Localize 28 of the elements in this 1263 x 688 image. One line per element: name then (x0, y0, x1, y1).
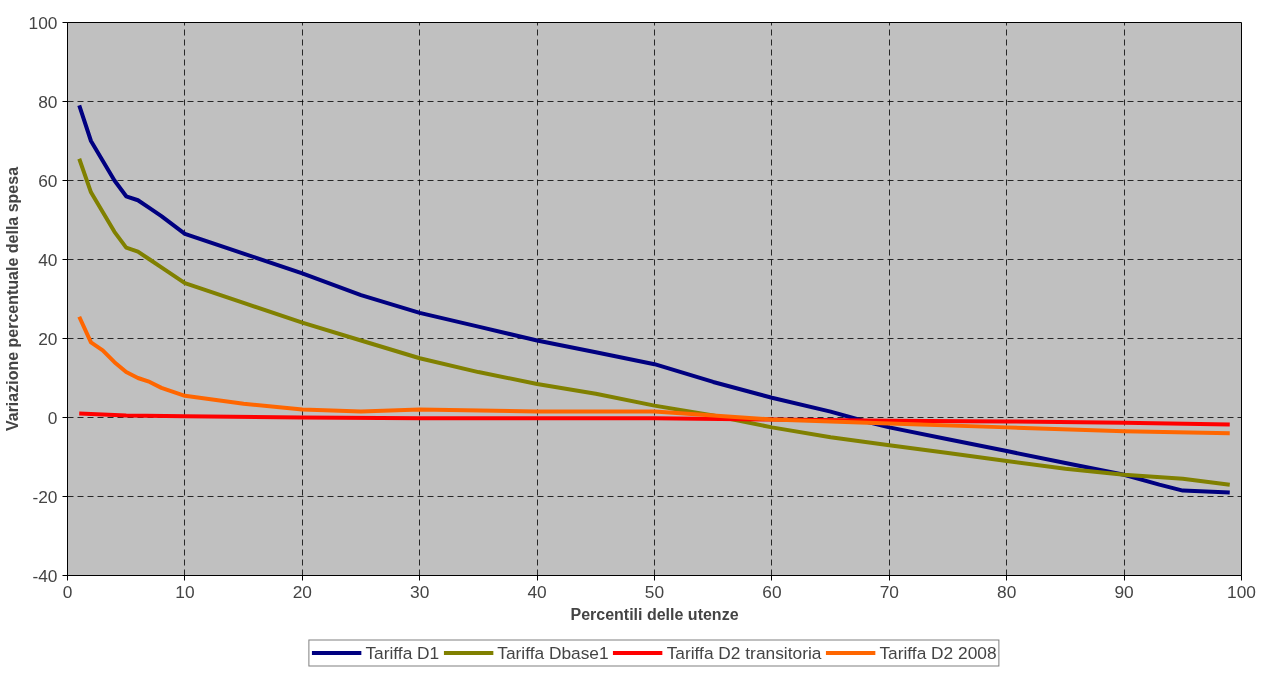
line-series (77, 314, 1232, 436)
x-axis-title: Percentili delle utenze (570, 605, 739, 623)
y-tick-label: 100 (28, 12, 58, 33)
legend-label: Tariffa D2 transitoria (666, 642, 822, 663)
y-tick-label: -40 (32, 565, 58, 586)
y-tick-label: 20 (38, 328, 58, 349)
x-tick-label: 80 (997, 581, 1017, 602)
x-tick-label: 90 (1114, 581, 1134, 602)
x-tick-label: 100 (1227, 581, 1256, 602)
y-tick-label: 40 (38, 249, 58, 270)
y-tick-label: 80 (38, 91, 58, 112)
x-tick-label: 40 (527, 581, 547, 602)
line-series (77, 103, 1232, 495)
line-series (77, 156, 1232, 487)
x-tick-label: 60 (762, 581, 782, 602)
y-axis-title: Variazione percentuale della spesa (3, 166, 21, 432)
x-tick-label: 50 (644, 581, 665, 602)
legend-label: Tariffa Dbase1 (497, 642, 609, 663)
legend-label: Tariffa D1 (365, 642, 440, 663)
x-tick-label: 20 (292, 581, 312, 602)
y-tick-label: 0 (47, 407, 58, 428)
x-tick-label: 0 (62, 581, 73, 602)
legend-label: Tariffa D2 2008 (879, 642, 997, 663)
x-tick-label: 70 (879, 581, 899, 602)
y-tick-label: 60 (38, 170, 58, 191)
y-tick-label: -20 (32, 486, 58, 507)
x-tick-label: 30 (410, 581, 430, 602)
x-tick-label: 10 (175, 581, 195, 602)
